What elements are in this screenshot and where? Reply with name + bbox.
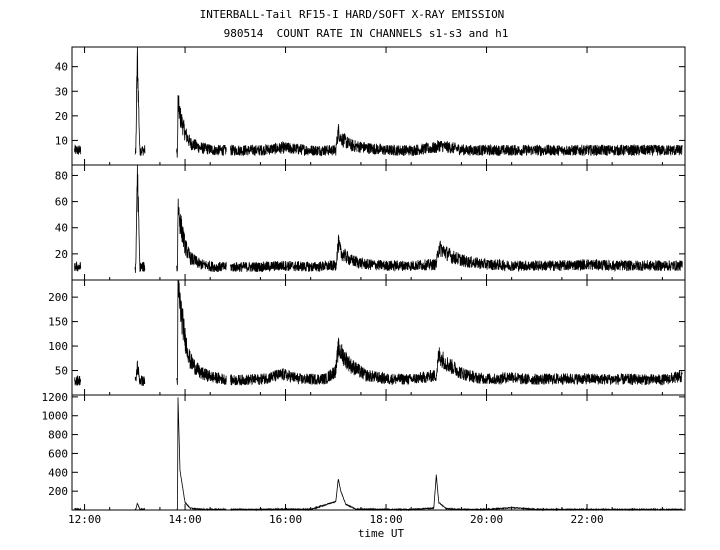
x-tick-label: 16:00	[269, 513, 302, 526]
y-tick-label: 10	[55, 134, 68, 147]
x-tick-label: 12:00	[68, 513, 101, 526]
panel-3: 50 100 150 200	[48, 279, 686, 396]
panel-1: 10 20 30 40	[55, 46, 686, 166]
chart-title: INTERBALL-Tail RF15-I HARD/SOFT X-RAY EM…	[199, 8, 505, 21]
series-line-panel-4-1	[74, 397, 683, 512]
y-tick-label: 1000	[42, 410, 69, 423]
series-line-panel-1-1	[74, 46, 683, 158]
y-tick-label: 1200	[42, 391, 69, 404]
y-tick-label: 60	[55, 196, 68, 209]
y-tick-label: 200	[48, 291, 68, 304]
series-line-panel-2-1	[74, 164, 683, 273]
y-tick-label: 600	[48, 447, 68, 460]
y-tick-label: 80	[55, 169, 68, 182]
y-tick-label: 40	[55, 61, 68, 74]
y-tick-label: 50	[55, 365, 68, 378]
y-tick-label: 200	[48, 485, 68, 498]
chart-subtitle: 980514 COUNT RATE IN CHANNELS s1-s3 and …	[223, 27, 509, 40]
x-tick-label: 22:00	[570, 513, 603, 526]
x-axis-label: time UT	[358, 527, 405, 540]
panel-4: 200 400 600 800 1000 1200	[42, 391, 686, 512]
panel-frame	[71, 394, 686, 511]
series-line-panel-3-1	[74, 279, 683, 387]
x-tick-label: 14:00	[168, 513, 201, 526]
x-tick-label: 20:00	[470, 513, 503, 526]
y-tick-label: 400	[48, 466, 68, 479]
y-tick-label: 30	[55, 85, 68, 98]
y-tick-label: 800	[48, 429, 68, 442]
y-tick-label: 40	[55, 222, 68, 235]
panel-2: 20 40 60 80	[55, 164, 686, 281]
y-tick-label: 20	[55, 248, 68, 261]
y-tick-label: 100	[48, 340, 68, 353]
y-tick-label: 20	[55, 110, 68, 123]
y-tick-label: 150	[48, 316, 68, 329]
x-tick-label: 18:00	[369, 513, 402, 526]
